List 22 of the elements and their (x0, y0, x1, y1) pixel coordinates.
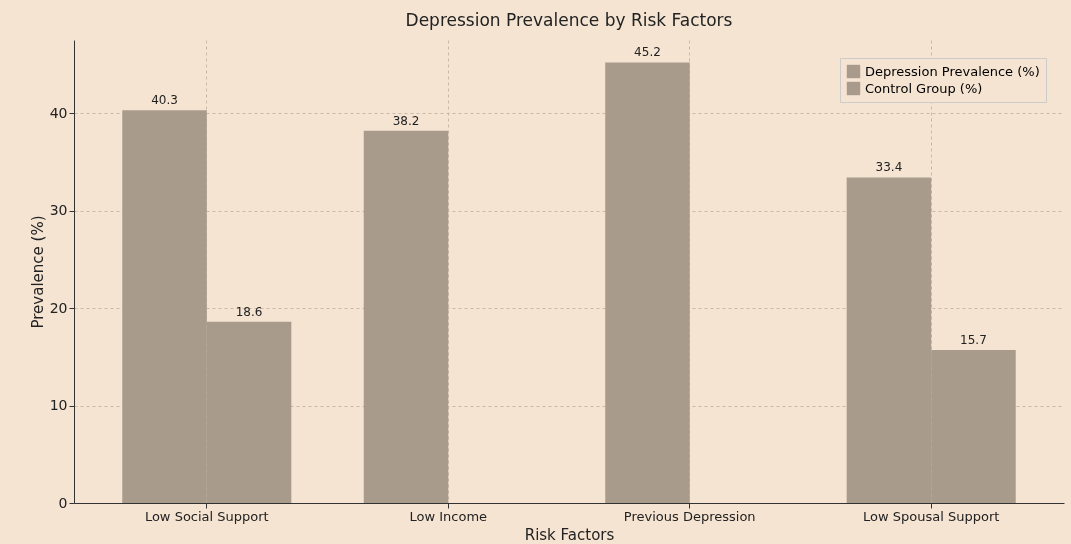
x-tick-label: Low Social Support (144, 508, 269, 524)
x-tick-label: Low Income (409, 508, 488, 524)
y-tick-label: 40 (49, 104, 68, 121)
legend-label: Control Group (%) (865, 80, 983, 96)
data-label: 15.7 (960, 332, 987, 347)
y-tick-label: 20 (49, 299, 68, 316)
data-label: 33.4 (875, 160, 903, 175)
bar (363, 130, 449, 503)
legend-label: Depression Prevalence (%) (865, 63, 1040, 79)
chart-title: Depression Prevalence by Risk Factors (405, 10, 733, 30)
y-tick-label: 10 (49, 397, 68, 414)
data-label: 38.2 (392, 113, 420, 128)
x-tick-label: Previous Depression (623, 508, 756, 524)
bar (605, 62, 690, 503)
data-label: 40.3 (151, 93, 178, 108)
y-axis-title: Prevalence (%) (28, 215, 47, 329)
y-tick-label: 30 (49, 202, 68, 219)
data-label: 18.6 (235, 304, 263, 319)
x-axis-title: Risk Factors (524, 525, 615, 544)
x-tick-label: Low Spousal Support (863, 508, 1000, 524)
y-tick-label: 0 (58, 494, 68, 511)
data-label: 45.2 (634, 45, 661, 60)
